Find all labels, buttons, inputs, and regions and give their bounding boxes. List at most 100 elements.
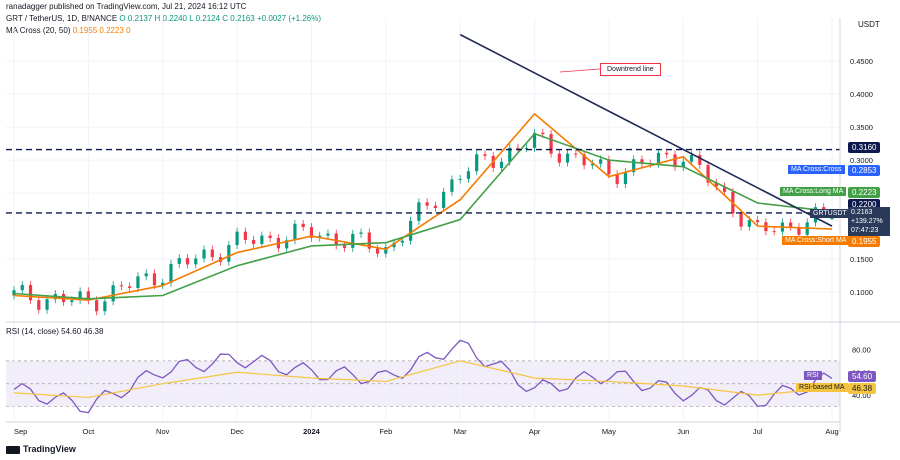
candle-body [673,154,677,168]
brand-name: TradingView [23,444,76,454]
downtrend-line [459,33,833,227]
ma-cross-tag-label: MA Cross:Cross [788,165,845,174]
candle-body [400,240,404,243]
long-ma-tag-label: MA Cross:Long MA [780,187,847,196]
candle-body [334,233,338,246]
indicator-values: 0.1955 0.2223 0 [72,26,131,35]
candle-body [144,273,148,277]
candle-body [12,290,16,296]
short-ma-tag-value: 0.1955 [848,236,881,247]
candle-body [607,159,611,175]
candle-body [557,153,561,163]
candle-body [656,152,661,164]
price-tick-label: 0.4000 [850,90,873,99]
rsi-tick-label: 40.00 [852,391,871,400]
short-ma-line [13,112,833,301]
candle-body [359,232,363,234]
candle-body [640,159,644,164]
candle-body [384,247,388,254]
candle-body [524,147,528,149]
time-tick-label: 2024 [303,427,321,436]
candle-body [508,147,512,162]
candle-body [433,205,437,208]
candle-body [70,300,74,303]
brand-logo: TradingView [6,444,76,454]
time-tick-label: Apr [529,427,541,436]
rsi-ma-tag-value: 46.38 [848,383,877,394]
author-line: ranadagger published on TradingView.com,… [6,2,247,11]
candle-body [351,233,355,248]
candle-body [681,161,685,168]
candle-body [293,223,297,241]
candle-body [541,132,545,135]
time-tick-label: Nov [156,427,170,436]
candle-body [797,226,801,235]
candle-body [78,291,82,301]
candle-body [756,220,760,223]
rsi-tag-value: 54.60 [848,371,877,382]
time-tick-label: Jul [753,427,763,436]
candle-body [95,300,99,312]
candle-body [722,186,727,192]
level-low-tag: 0.2200 [848,199,881,210]
time-tick-label: Aug [825,427,838,436]
currency-label: USDT [858,20,880,29]
time-tick-label: Dec [230,427,244,436]
long-ma-line [13,132,833,300]
rsi-tick-label: 80.00 [852,345,871,354]
candle-body [28,285,33,301]
candle-body [789,222,793,227]
candle-body [185,258,190,265]
candle-body [136,276,140,289]
candle-body [235,231,239,246]
candle-body [119,285,124,287]
candle-body [309,227,314,238]
rsi-group [13,339,833,414]
candle-body [152,273,157,286]
candle-body [128,286,132,289]
levels-group [6,148,840,214]
time-tick-label: Mar [454,427,467,436]
candle-body [599,159,603,164]
candle-body [268,235,272,239]
candle-body [689,155,694,162]
ma-cross-tag-value: 0.2853 [848,165,881,176]
candle-body [227,245,231,262]
candle-body [665,152,669,155]
candle-body [210,249,214,258]
candle-body [549,134,553,154]
trendline-group [459,33,833,227]
candle-body [194,258,198,265]
candle-body [747,220,751,227]
candle-body [590,163,594,166]
candle-body [367,232,371,249]
time-tick-label: Jun [677,427,689,436]
candle-body [483,154,487,156]
candle-body [714,182,718,187]
candle-body [45,299,49,310]
symbol-title: GRT / TetherUS, 1D, BINANCE [6,14,118,23]
price-tick-label: 0.1000 [850,288,873,297]
long-ma-tag-value: 0.2223 [848,187,881,198]
rsi-title: RSI (14, close) 54.60 46.38 [6,327,104,336]
indicator-line: MA Cross (20, 50) 0.1955 0.2223 0 [6,26,131,35]
candle-body [739,213,743,227]
candles-group [12,128,834,316]
time-tick-label: May [602,427,616,436]
candle-body [103,301,107,312]
candle-body [409,220,413,241]
candle-body [698,155,702,165]
annotation-pointer [559,68,601,73]
rsi-tag-label: RSI [804,371,822,380]
candle-body [442,191,446,208]
candle-body [260,235,264,244]
candle-body [111,285,115,302]
candle-body [86,291,90,301]
price-tick-label: 0.3500 [850,123,873,132]
time-tick-label: Sep [14,427,27,436]
candle-body [37,300,41,310]
symbol-tag-change: +139.27% [851,218,883,225]
candle-body [772,231,776,233]
candle-body [623,172,628,185]
